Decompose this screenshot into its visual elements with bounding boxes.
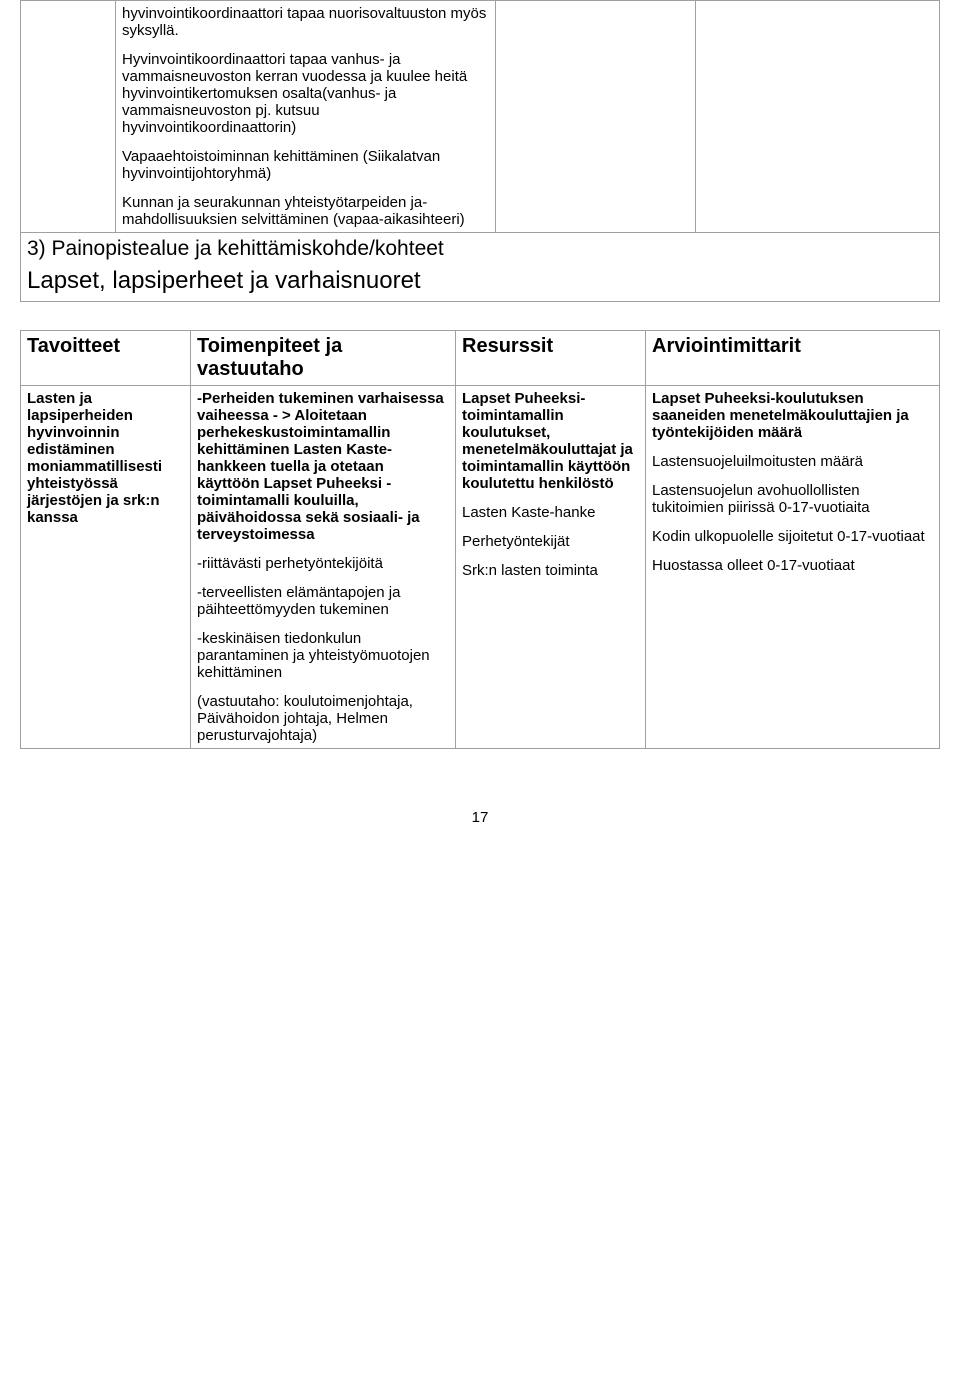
- top-col-empty-left: [21, 1, 116, 233]
- header-arviointi: Arviointimittarit: [646, 331, 940, 386]
- header-resurssit: Resurssit: [456, 331, 646, 386]
- resurssit-p2: Lasten Kaste-hanke: [462, 504, 639, 521]
- top-para-1: hyvinvointikoordinaattori tapaa nuorisov…: [122, 5, 489, 39]
- top-col-empty-3: [496, 1, 696, 233]
- top-para-3: Vapaaehtoistoiminnan kehittäminen (Siika…: [122, 148, 489, 182]
- section-heading: 3) Painopistealue ja kehittämiskohde/koh…: [21, 233, 939, 265]
- cell-tavoitteet: Lasten ja lapsiperheiden hyvinvoinnin ed…: [21, 386, 191, 749]
- top-col-empty-4: [696, 1, 940, 233]
- toimenpiteet-p4: -keskinäisen tiedonkulun parantaminen ja…: [197, 630, 449, 681]
- toimenpiteet-p3: -terveellisten elämäntapojen ja päihteet…: [197, 584, 449, 618]
- top-para-2: Hyvinvointikoordinaattori tapaa vanhus- …: [122, 51, 489, 136]
- toimenpiteet-bold: -Perheiden tukeminen varhaisessa vaihees…: [197, 390, 449, 543]
- header-tavoitteet: Tavoitteet: [21, 331, 191, 386]
- body-row: Lasten ja lapsiperheiden hyvinvoinnin ed…: [21, 386, 940, 749]
- tavoitteet-text: Lasten ja lapsiperheiden hyvinvoinnin ed…: [27, 390, 162, 526]
- page-number: 17: [20, 809, 940, 846]
- resurssit-bold: Lapset Puheeksi-toimintamallin koulutuks…: [462, 390, 639, 492]
- cell-toimenpiteet: -Perheiden tukeminen varhaisessa vaihees…: [191, 386, 456, 749]
- top-row: hyvinvointikoordinaattori tapaa nuorisov…: [21, 1, 940, 233]
- top-para-4: Kunnan ja seurakunnan yhteistyötarpeiden…: [122, 194, 489, 228]
- main-table: Tavoitteet Toimenpiteet ja vastuutaho Re…: [20, 330, 940, 749]
- toimenpiteet-p5: (vastuutaho: koulutoimenjohtaja, Päiväho…: [197, 693, 449, 744]
- arviointi-bold: Lapset Puheeksi-koulutuksen saaneiden me…: [652, 390, 933, 441]
- cell-resurssit: Lapset Puheeksi-toimintamallin koulutuks…: [456, 386, 646, 749]
- section-cell: 3) Painopistealue ja kehittämiskohde/koh…: [21, 233, 940, 302]
- arviointi-p5: Huostassa olleet 0-17-vuotiaat: [652, 557, 933, 574]
- header-row: Tavoitteet Toimenpiteet ja vastuutaho Re…: [21, 331, 940, 386]
- header-toimenpiteet: Toimenpiteet ja vastuutaho: [191, 331, 456, 386]
- section-row: 3) Painopistealue ja kehittämiskohde/koh…: [21, 233, 940, 302]
- resurssit-p3: Perhetyöntekijät: [462, 533, 639, 550]
- spacer: [20, 302, 940, 330]
- cell-arviointi: Lapset Puheeksi-koulutuksen saaneiden me…: [646, 386, 940, 749]
- arviointi-p4: Kodin ulkopuolelle sijoitetut 0-17-vuoti…: [652, 528, 933, 545]
- top-table: hyvinvointikoordinaattori tapaa nuorisov…: [20, 0, 940, 302]
- page-container: hyvinvointikoordinaattori tapaa nuorisov…: [0, 0, 960, 846]
- arviointi-p2: Lastensuojeluilmoitusten määrä: [652, 453, 933, 470]
- top-col-content: hyvinvointikoordinaattori tapaa nuorisov…: [116, 1, 496, 233]
- resurssit-p4: Srk:n lasten toiminta: [462, 562, 639, 579]
- section-subheading: Lapset, lapsiperheet ja varhaisnuoret: [21, 265, 939, 301]
- toimenpiteet-p2: -riittävästi perhetyöntekijöitä: [197, 555, 449, 572]
- arviointi-p3: Lastensuojelun avohuollollisten tukitoim…: [652, 482, 933, 516]
